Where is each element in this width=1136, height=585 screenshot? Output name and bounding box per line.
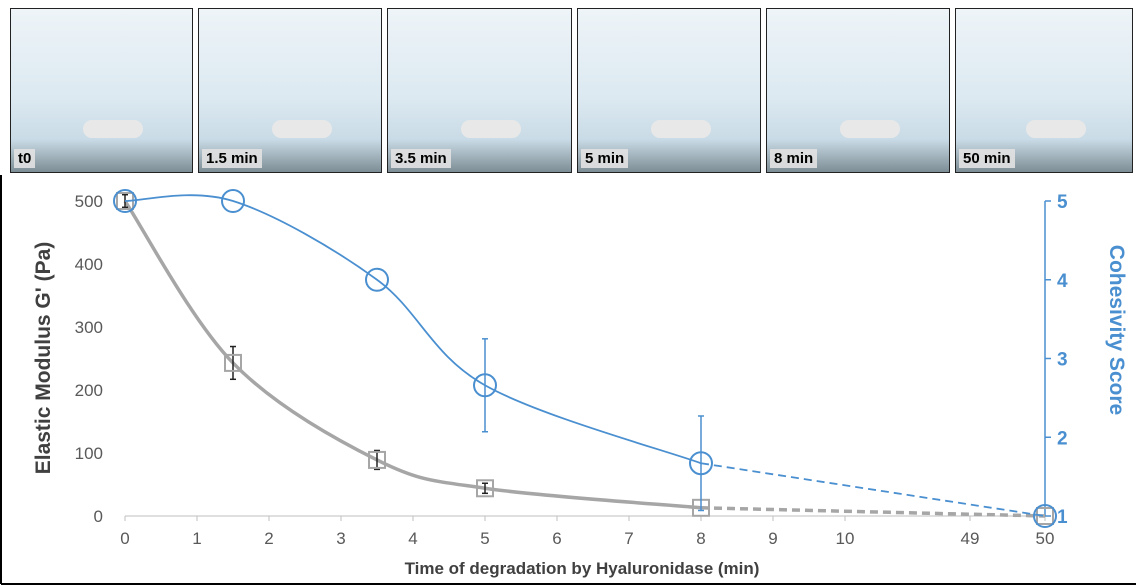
y-tick-label: 200 (75, 381, 103, 400)
marker (368, 450, 386, 469)
y2-tick-label: 5 (1057, 192, 1068, 213)
marker (1036, 507, 1054, 525)
x-tick-label: 3 (336, 529, 345, 548)
y2-tick-label: 4 (1057, 271, 1068, 292)
photo-label: 50 min (959, 149, 1015, 168)
stir-bar (271, 120, 332, 138)
y2-tick-label: 2 (1057, 428, 1068, 449)
photo: 5 min (577, 8, 761, 173)
stir-bar (461, 120, 522, 138)
marker (221, 189, 245, 213)
y-tick-label: 400 (75, 255, 103, 274)
marker (1033, 504, 1057, 528)
line (124, 194, 702, 465)
x-tick-label: 7 (624, 529, 633, 548)
x-axis-title: Time of degradation by Hyaluronidase (mi… (405, 559, 760, 578)
stir-bar (1026, 120, 1087, 138)
marker (113, 189, 137, 213)
x-tick-label: 49 (961, 529, 980, 548)
marker (365, 267, 389, 292)
x-tick-label: 0 (120, 529, 129, 548)
line-break-segment (700, 462, 1046, 517)
line (123, 200, 702, 510)
y-tick-label: 0 (94, 507, 103, 526)
photo-label: t0 (14, 149, 36, 168)
photo-label: 1.5 min (202, 149, 262, 168)
photo: 3.5 min (387, 8, 572, 173)
x-tick-label: 10 (836, 529, 855, 548)
y-tick-label: 300 (75, 318, 103, 337)
marker (689, 451, 713, 476)
x-tick-label: 4 (408, 529, 417, 548)
x-tick-label: 6 (552, 529, 561, 548)
photo-label: 3.5 min (391, 149, 451, 168)
y2-tick-label: 3 (1057, 350, 1068, 371)
photo: 8 min (766, 8, 950, 173)
marker (224, 353, 242, 372)
y-tick-label: 500 (75, 192, 103, 211)
x-tick-label: 5 (480, 529, 489, 548)
photo: 1.5 min (198, 8, 382, 173)
stir-bar (839, 120, 900, 138)
marker (476, 479, 494, 498)
y2-axis-title: Cohesivity Score (1105, 245, 1128, 415)
stir-bar (650, 120, 711, 138)
line-break-segment (700, 506, 1046, 518)
photo: t0 (10, 8, 193, 173)
y-axis-title: Elastic Modulus G' (Pa) (32, 242, 55, 475)
x-tick-label: 50 (1036, 529, 1055, 548)
x-tick-label: 9 (768, 529, 777, 548)
y2-tick-label: 1 (1057, 507, 1068, 528)
photo-label: 8 min (770, 149, 818, 168)
y-tick-label: 100 (75, 444, 103, 463)
x-tick-label: 1 (192, 529, 201, 548)
photo: 50 min (955, 8, 1133, 173)
stir-bar (83, 120, 144, 138)
x-tick-label: 8 (696, 529, 705, 548)
x-tick-label: 2 (264, 529, 273, 548)
marker (473, 373, 497, 398)
photo-label: 5 min (581, 149, 629, 168)
